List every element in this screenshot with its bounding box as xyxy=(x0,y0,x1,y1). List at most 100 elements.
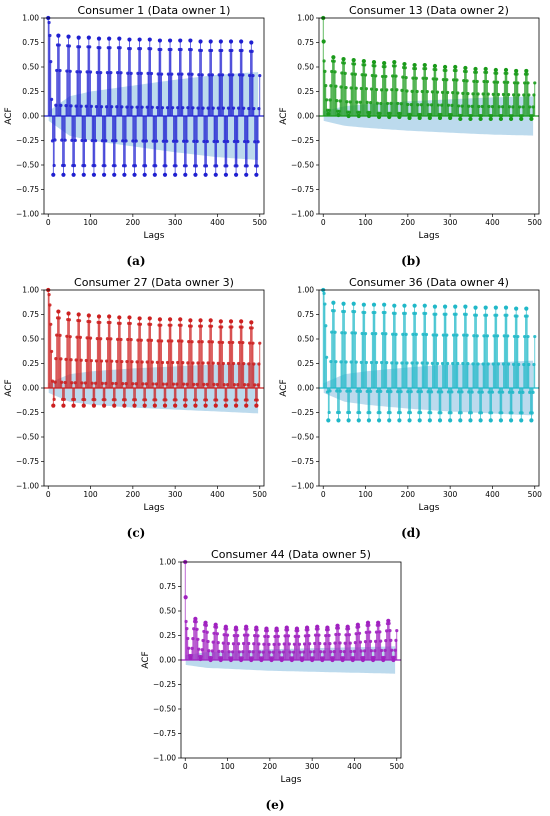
acf-marker xyxy=(324,84,328,88)
acf-peak xyxy=(86,313,91,318)
acf-marker xyxy=(363,63,367,67)
acf-marker xyxy=(393,648,397,652)
acf-marker xyxy=(324,324,328,328)
y-tick-label: 0.75 xyxy=(297,310,314,319)
acf-marker xyxy=(250,326,254,330)
acf-marker xyxy=(365,100,369,104)
acf-marker xyxy=(72,397,77,402)
acf-peak xyxy=(483,66,488,72)
acf-peak xyxy=(304,625,310,630)
acf-marker xyxy=(283,634,287,638)
acf-marker xyxy=(297,634,301,638)
acf-marker xyxy=(118,46,122,50)
acf-marker xyxy=(209,48,214,53)
acf-marker xyxy=(470,104,474,108)
acf-marker xyxy=(358,410,362,415)
acf-marker xyxy=(216,361,220,365)
acf-peak xyxy=(213,622,218,627)
acf-marker xyxy=(169,323,173,327)
acf-marker xyxy=(52,397,56,401)
acf-marker xyxy=(323,69,327,74)
acf-marker xyxy=(373,649,377,653)
acf-marker xyxy=(194,398,198,402)
acf-marker xyxy=(512,93,516,97)
acf-marker xyxy=(390,361,394,365)
acf-marker xyxy=(65,69,69,73)
acf-marker xyxy=(511,105,515,109)
acf-marker xyxy=(154,398,158,402)
acf-marker xyxy=(350,331,354,335)
acf-marker xyxy=(364,87,368,91)
acf-trough xyxy=(427,418,432,423)
acf-marker xyxy=(323,302,327,306)
acf-marker xyxy=(160,360,165,365)
acf-marker xyxy=(291,650,296,654)
acf-marker xyxy=(476,362,480,366)
acf-trough xyxy=(112,403,117,408)
acf-marker xyxy=(169,47,173,52)
acf-marker xyxy=(497,105,501,109)
y-tick-label: −0.75 xyxy=(16,185,39,194)
acf-marker xyxy=(505,71,509,75)
acf-marker xyxy=(312,650,316,654)
acf-marker xyxy=(429,390,434,394)
acf-trough xyxy=(498,116,504,122)
acf-trough xyxy=(437,418,443,423)
acf-marker xyxy=(340,331,344,335)
acf-peak xyxy=(321,39,326,44)
caption-a: (a) xyxy=(126,254,146,268)
acf-marker xyxy=(230,48,234,53)
acf-trough xyxy=(51,403,56,408)
acf-marker xyxy=(466,91,470,96)
acf-marker xyxy=(358,110,362,114)
acf-marker xyxy=(70,138,74,142)
acf-marker xyxy=(135,105,139,109)
acf-trough xyxy=(356,418,361,423)
acf-marker xyxy=(429,103,434,107)
acf-marker xyxy=(484,70,489,74)
acf-marker xyxy=(323,642,327,646)
acf-marker xyxy=(395,88,399,92)
acf-marker xyxy=(241,650,245,654)
acf-trough xyxy=(427,115,432,121)
acf-marker xyxy=(119,71,123,75)
acf-marker xyxy=(497,390,501,394)
acf-marker xyxy=(430,361,434,365)
acf-marker xyxy=(384,332,388,336)
acf-peak xyxy=(127,315,132,320)
acf-marker xyxy=(252,642,256,646)
acf-peak xyxy=(239,319,244,324)
acf-marker xyxy=(261,650,265,654)
acf-marker xyxy=(69,358,73,362)
acf-marker xyxy=(221,361,225,366)
acf-trough xyxy=(346,418,351,423)
acf-marker xyxy=(212,382,216,387)
acf-marker xyxy=(164,398,168,402)
acf-peak xyxy=(137,316,142,321)
acf-marker xyxy=(124,139,128,143)
acf-marker xyxy=(63,380,67,385)
acf-marker xyxy=(89,359,93,363)
acf-marker xyxy=(53,380,57,384)
acf-marker xyxy=(256,634,260,638)
acf-marker xyxy=(439,411,443,415)
acf-marker xyxy=(64,357,68,361)
acf-marker xyxy=(125,105,129,109)
acf-marker xyxy=(347,633,351,637)
acf-marker xyxy=(210,340,214,344)
acf-marker xyxy=(123,164,127,168)
x-tick-label: 300 xyxy=(443,218,458,227)
acf-marker xyxy=(451,333,456,337)
acf-trough xyxy=(529,418,534,423)
acf-marker xyxy=(281,650,285,654)
acf-marker xyxy=(75,335,79,339)
acf-marker xyxy=(251,341,255,345)
acf-marker xyxy=(533,334,537,339)
acf-marker xyxy=(204,398,209,402)
acf-marker xyxy=(461,91,465,95)
y-tick-label: 0.75 xyxy=(297,38,314,47)
acf-marker xyxy=(242,383,247,387)
acf-marker xyxy=(159,47,163,52)
acf-marker xyxy=(495,313,499,317)
acf-marker xyxy=(120,359,124,364)
